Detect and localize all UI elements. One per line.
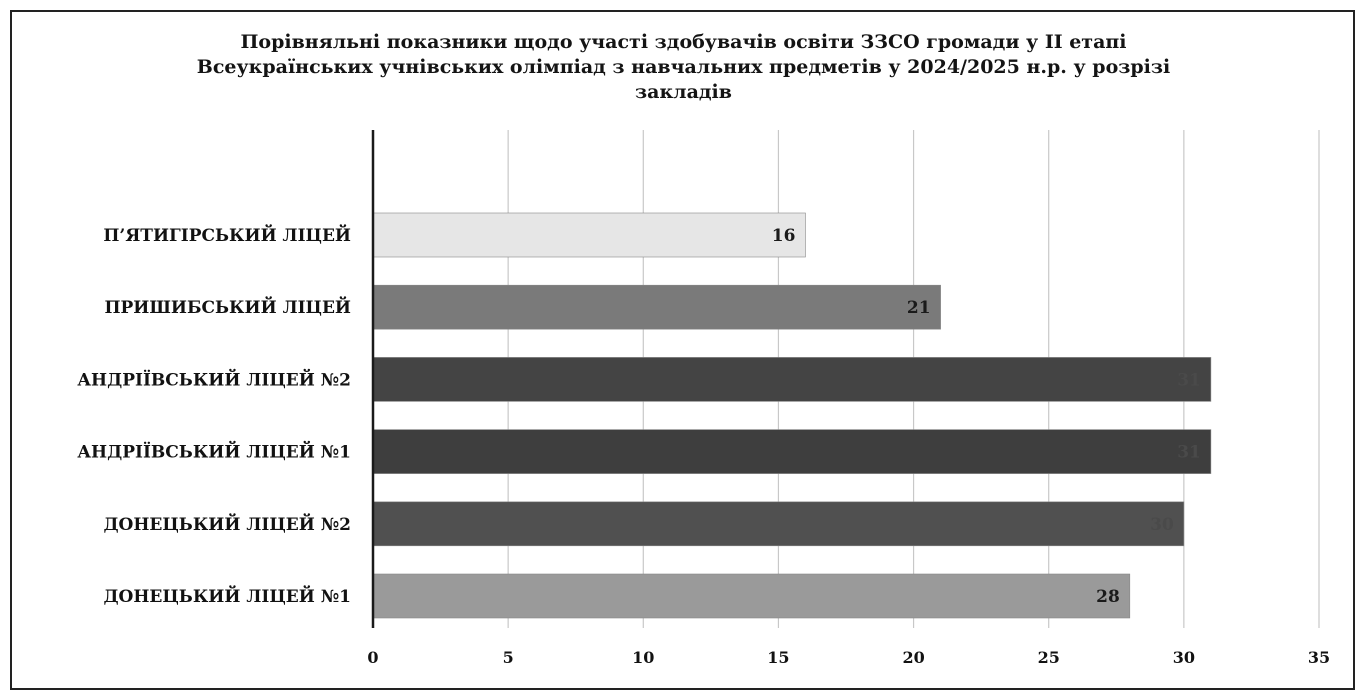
x-tick-label: 5 bbox=[503, 648, 514, 667]
bar bbox=[372, 357, 1212, 402]
bar-chart: 16 П’ЯТИГІРСЬКИЙ ЛІЦЕЙ 21 ПРИШИБСЬКИЙ ЛІЦЕЙ… bbox=[77, 130, 1330, 667]
data-label: 16 bbox=[772, 226, 796, 246]
bar bbox=[372, 573, 1131, 619]
data-label: 21 bbox=[907, 298, 931, 318]
data-label: 31 bbox=[1177, 443, 1201, 463]
category-label: ДОНЕЦЬКИЙ ЛІЦЕЙ №2 bbox=[103, 513, 351, 535]
category-label: ДОНЕЦЬКИЙ ЛІЦЕЙ №1 bbox=[103, 585, 351, 607]
x-tick-label: 0 bbox=[367, 648, 378, 667]
data-label: 28 bbox=[1096, 587, 1120, 607]
x-tick-label: 25 bbox=[1038, 648, 1060, 667]
chart-title-line-3: закладів bbox=[635, 81, 732, 103]
x-tick-label: 15 bbox=[767, 648, 789, 667]
category-label: АНДРІЇВСЬКИЙ ЛІЦЕЙ №1 bbox=[77, 441, 351, 463]
category-label: ПРИШИБСЬКИЙ ЛІЦЕЙ bbox=[104, 296, 351, 318]
bar bbox=[372, 284, 941, 330]
chart-title-line-2: Всеукраїнських учнівських олімпіад з нав… bbox=[196, 56, 1171, 78]
bar bbox=[372, 212, 806, 258]
data-label: 31 bbox=[1177, 370, 1201, 390]
category-label: АНДРІЇВСЬКИЙ ЛІЦЕЙ №2 bbox=[77, 368, 351, 390]
x-tick-label: 20 bbox=[902, 648, 924, 667]
x-tick-label: 35 bbox=[1308, 648, 1330, 667]
bar bbox=[372, 501, 1185, 547]
chart-title-line-1: Порівняльні показники щодо участі здобув… bbox=[240, 31, 1127, 53]
chart-title: Порівняльні показники щодо участі здобув… bbox=[60, 30, 1307, 105]
bar bbox=[372, 429, 1212, 474]
x-tick-label: 30 bbox=[1173, 648, 1195, 667]
x-tick-label: 10 bbox=[632, 648, 654, 667]
category-label: П’ЯТИГІРСЬКИЙ ЛІЦЕЙ bbox=[103, 224, 351, 246]
data-label: 30 bbox=[1150, 515, 1174, 535]
